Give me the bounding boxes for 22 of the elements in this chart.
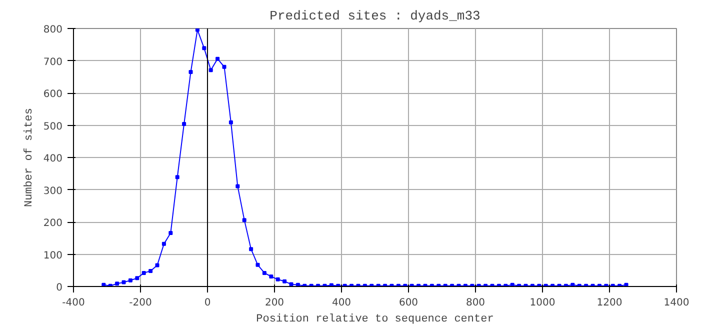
- y-tick-label: 600: [43, 89, 63, 100]
- x-tick-label: 800: [466, 298, 486, 308]
- y-tick-label: 800: [43, 24, 63, 36]
- x-tick-label: 1200: [596, 298, 622, 308]
- y-tick-label: 0: [56, 282, 63, 294]
- y-axis-title: Number of sites: [23, 108, 36, 208]
- x-tick-label: 600: [398, 298, 418, 308]
- x-tick-label: 1400: [664, 298, 690, 308]
- x-axis-title: Position relative to sequence center: [256, 314, 494, 326]
- x-tick-label: -400: [62, 298, 85, 308]
- chart-title: Predicted sites : dyads_m33: [270, 8, 480, 24]
- x-tick-label: -200: [129, 298, 152, 308]
- x-tick-label: 200: [264, 298, 284, 308]
- x-tick-label: 0: [204, 298, 211, 308]
- y-tick-label: 300: [43, 186, 63, 197]
- x-tick-label: 400: [332, 298, 352, 308]
- y-tick-label: 200: [43, 218, 63, 229]
- x-tick-label: 1000: [530, 298, 556, 308]
- y-tick-label: 700: [43, 56, 63, 68]
- y-tick-label: 500: [43, 121, 63, 132]
- y-tick-label: 100: [43, 250, 63, 262]
- y-tick-label: 400: [43, 154, 63, 164]
